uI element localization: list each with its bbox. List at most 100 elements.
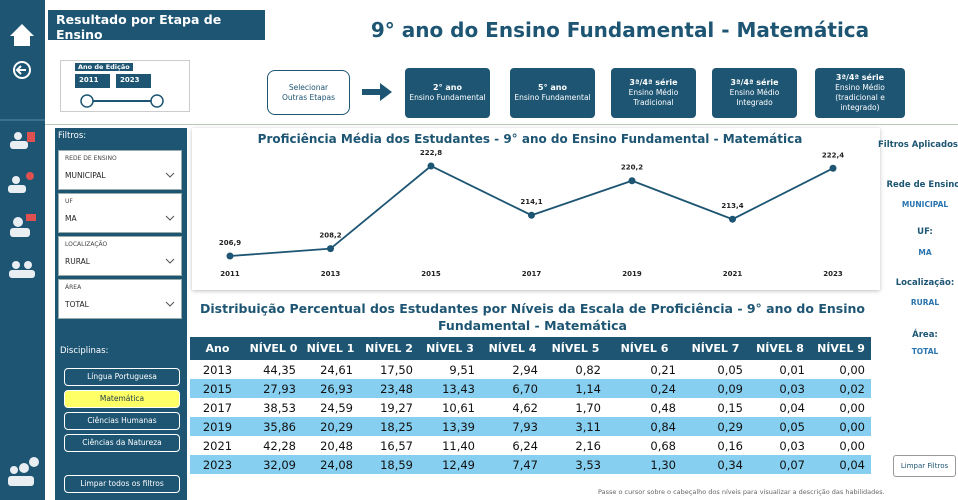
dropdown-value: TOTAL — [65, 300, 89, 309]
table-cell: 1,30 — [607, 455, 682, 474]
x-tick-label: 2015 — [421, 270, 441, 278]
point — [428, 163, 435, 170]
stage-button-line: 3ª/4ª série — [730, 78, 778, 88]
applied-filters-panel: Filtros Aplicados Limpar Filtros Rede de… — [880, 128, 958, 500]
value-label: 213,4 — [721, 202, 743, 210]
table-cell: 0,68 — [607, 436, 682, 455]
year-filter[interactable]: Ano de Edição 2011 2023 — [60, 60, 190, 112]
dropdown[interactable]: UF MA — [58, 193, 182, 233]
subject-button[interactable]: Ciências Humanas — [64, 412, 180, 430]
table-cell: 0,00 — [811, 398, 871, 417]
table-header-cell[interactable]: NÍVEL 7 — [682, 337, 749, 360]
table-cell: 13,39 — [419, 417, 481, 436]
year-slider[interactable] — [61, 61, 191, 113]
value-label: 220,2 — [621, 164, 643, 172]
x-tick-label: 2019 — [622, 270, 642, 278]
table-cell: 7,93 — [481, 417, 544, 436]
subjects-title: Disciplinas: — [60, 346, 108, 356]
table-header-cell[interactable]: NÍVEL 2 — [359, 337, 419, 360]
table-cell: 0,48 — [607, 398, 682, 417]
dropdown-value: MUNICIPAL — [65, 171, 106, 180]
table-cell: 2017 — [190, 398, 245, 417]
table-cell: 26,93 — [302, 379, 359, 398]
table-cell: 2,94 — [481, 360, 544, 379]
dropdown-value: RURAL — [65, 257, 90, 266]
nav-icons[interactable] — [8, 132, 39, 486]
table-cell: 0,21 — [607, 360, 682, 379]
dashboard: Resultado por Etapa de Ensino 9° ano do … — [0, 0, 958, 500]
dropdown-label: UF — [65, 198, 73, 205]
x-tick-label: 2011 — [220, 270, 240, 278]
table-cell: 2013 — [190, 360, 245, 379]
home-icon[interactable] — [10, 24, 34, 46]
select-stage-button[interactable]: Selecionar Outras Etapas — [267, 70, 350, 115]
chart-title: Proficiência Média dos Estudantes - 9° a… — [258, 132, 803, 146]
table-cell: 32,09 — [245, 455, 302, 474]
table-cell: 0,82 — [544, 360, 607, 379]
clear-filters-button[interactable]: Limpar Filtros — [893, 455, 956, 477]
point — [629, 177, 636, 184]
table-cell: 1,70 — [544, 398, 607, 417]
table-cell: 2021 — [190, 436, 245, 455]
stage-button-line: Integrado — [736, 98, 772, 108]
stage-button-line: 3ª/4ª série — [629, 78, 677, 88]
table-cell: 12,49 — [419, 455, 481, 474]
table-cell: 0,15 — [682, 398, 749, 417]
table-header-cell[interactable]: NÍVEL 9 — [811, 337, 871, 360]
table-cell: 24,59 — [302, 398, 359, 417]
table-header-cell[interactable]: NÍVEL 3 — [419, 337, 481, 360]
applied-filter-value: MA — [880, 248, 958, 257]
table-cell: 23,48 — [359, 379, 419, 398]
table-cell: 24,61 — [302, 360, 359, 379]
table-cell: 0,05 — [749, 417, 811, 436]
table-cell: 3,11 — [544, 417, 607, 436]
table-header-cell[interactable]: NÍVEL 5 — [544, 337, 607, 360]
subjects-panel: Disciplinas: Limpar todos os filtros Lín… — [55, 340, 187, 500]
table-cell: 0,04 — [811, 455, 871, 474]
table-cell: 0,07 — [749, 455, 811, 474]
table-header-cell[interactable]: NÍVEL 0 — [245, 337, 302, 360]
subject-button[interactable]: Ciências da Natureza — [64, 434, 180, 452]
footnote: Passe o cursor sobre o cabeçalho dos nív… — [598, 488, 885, 496]
chevron — [165, 214, 175, 222]
applied-filter-label: Área: — [880, 330, 958, 340]
subject-button[interactable]: Matemática — [64, 390, 180, 408]
table-header: AnoNÍVEL 0NÍVEL 1NÍVEL 2NÍVEL 3NÍVEL 4NÍ… — [190, 337, 871, 360]
table-header-cell[interactable]: NÍVEL 4 — [481, 337, 544, 360]
point — [327, 245, 334, 252]
applied-filter-value: MUNICIPAL — [880, 200, 958, 209]
stage-button-line: Ensino Médio — [835, 83, 885, 93]
back-arrow — [17, 66, 26, 74]
table-cell: 0,04 — [749, 398, 811, 417]
clear-all-button[interactable]: Limpar todos os filtros — [64, 475, 180, 493]
value-label: 208,2 — [319, 232, 341, 240]
table-cell: 6,70 — [481, 379, 544, 398]
dropdown-value: MA — [65, 214, 77, 223]
table-header-cell[interactable]: NÍVEL 1 — [302, 337, 359, 360]
table-header-cell[interactable]: NÍVEL 8 — [749, 337, 811, 360]
table-cell: 18,25 — [359, 417, 419, 436]
table-cell: 0,00 — [811, 436, 871, 455]
section-title: Resultado por Etapa de Ensino — [48, 10, 265, 40]
table-cell: 3,53 — [544, 455, 607, 474]
line-chart: Proficiência Média dos Estudantes - 9° a… — [192, 128, 880, 290]
divider — [45, 124, 958, 125]
table-cell: 0,02 — [811, 379, 871, 398]
table-cell: 0,29 — [682, 417, 749, 436]
dropdown-label: REDE DE ENSINO — [65, 155, 117, 162]
table-header-cell[interactable]: NÍVEL 6 — [607, 337, 682, 360]
table-cell: 9,51 — [419, 360, 481, 379]
point — [227, 253, 234, 260]
dropdown[interactable]: REDE DE ENSINO MUNICIPAL — [58, 150, 182, 190]
subject-button[interactable]: Língua Portuguesa — [64, 368, 180, 386]
arrow-icon — [360, 82, 394, 102]
